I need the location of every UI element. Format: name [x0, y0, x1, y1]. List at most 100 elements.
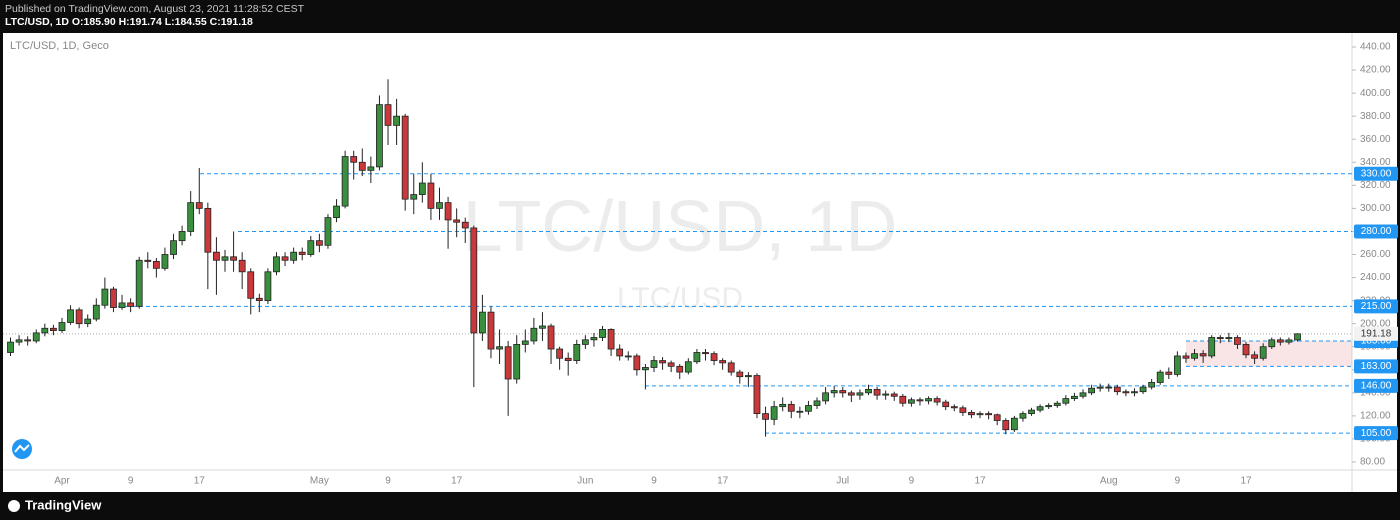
candle-body — [521, 340, 529, 345]
x-tick-label: 17 — [194, 476, 206, 487]
hline-label-box — [1354, 359, 1398, 374]
hline-label: 185.00 — [1361, 336, 1392, 347]
logo-wave — [14, 444, 30, 453]
candle-body — [719, 360, 727, 364]
candle-body — [230, 256, 237, 261]
hline-label: 215.00 — [1361, 301, 1392, 312]
legend: LTC/USD, 1D, Geco — [10, 40, 109, 52]
y-tick-label: 380.00 — [1360, 111, 1391, 122]
candle-body — [1071, 395, 1078, 399]
candle-body — [1028, 409, 1035, 414]
candle-body — [281, 256, 289, 261]
candle-body — [642, 367, 649, 371]
candle-body — [41, 327, 49, 334]
y-tick-label: 440.00 — [1360, 42, 1391, 53]
candle-body — [847, 392, 855, 396]
candle-body — [135, 259, 143, 307]
candle-body — [624, 355, 632, 358]
candle-body — [273, 256, 280, 273]
candle-body — [865, 388, 872, 394]
y-tick-label: 200.00 — [1360, 318, 1391, 329]
candle-body — [950, 406, 958, 409]
candle-body — [144, 259, 152, 262]
candle-body — [1242, 344, 1250, 356]
candle-body — [1208, 337, 1216, 357]
candle-body — [187, 202, 195, 232]
candle-body — [547, 325, 555, 350]
y-tick-label: 140.00 — [1360, 387, 1391, 398]
candle-body — [427, 182, 435, 209]
candle-body — [1113, 386, 1121, 393]
x-tick-label: 17 — [974, 476, 986, 487]
candle-body — [1122, 391, 1130, 394]
candle-body — [50, 327, 57, 331]
x-tick-label: 17 — [717, 476, 729, 487]
header-bar — [0, 0, 1400, 33]
candle-body — [1019, 413, 1027, 419]
y-tick-label: 300.00 — [1360, 203, 1391, 214]
hline-label: 280.00 — [1361, 226, 1392, 237]
candle-body — [1294, 333, 1301, 341]
candle-body — [762, 413, 769, 420]
candle-body — [676, 365, 684, 373]
candle-body — [213, 251, 220, 261]
hline-label-box — [1354, 378, 1398, 393]
candle-body — [67, 309, 74, 323]
candle-body — [264, 271, 272, 302]
hline-label-box — [1354, 224, 1398, 239]
candle-body — [170, 240, 177, 255]
watermark: LTC/USD, 1D — [463, 187, 898, 267]
hline-label: 146.00 — [1361, 381, 1392, 392]
candle-body — [556, 348, 564, 359]
candle-body — [599, 329, 606, 338]
candle-body — [350, 156, 358, 163]
x-tick-label: May — [310, 476, 329, 487]
candle-body — [110, 288, 117, 308]
candle-body — [161, 254, 169, 269]
candle-body — [92, 304, 100, 320]
candle-body — [1182, 355, 1190, 359]
candle-body — [487, 311, 495, 350]
x-tick-label: Aug — [1100, 476, 1118, 487]
candle-body — [753, 375, 761, 414]
candle-body — [367, 166, 375, 171]
candle-body — [75, 309, 83, 325]
x-tick-label: 9 — [128, 476, 134, 487]
candle-body — [204, 207, 212, 253]
candle-body — [1148, 382, 1156, 388]
y-tick-label: 260.00 — [1360, 249, 1391, 260]
candle-body — [410, 194, 418, 200]
candle-body — [908, 399, 915, 404]
price-label: 191.18 — [1361, 328, 1392, 339]
hline-label: 105.00 — [1361, 428, 1392, 439]
candle-body — [1002, 420, 1010, 431]
footer-bar — [0, 492, 1400, 520]
candle-body — [925, 398, 932, 402]
candle-body — [839, 390, 847, 394]
candle-body — [959, 407, 967, 413]
candle-body — [496, 346, 503, 350]
x-tick-label: 9 — [909, 476, 915, 487]
x-tick-label: Jun — [577, 476, 593, 487]
watermark-sub: LTC/USD — [617, 282, 743, 315]
plot: 80.00100.00120.00140.00160.00180.00200.0… — [3, 42, 1398, 487]
brand: TradingView — [25, 497, 102, 512]
candle-body — [607, 329, 615, 350]
candle-body — [1053, 402, 1061, 406]
candle-body — [1251, 354, 1258, 359]
candle-body — [1010, 417, 1018, 431]
candle-body — [358, 161, 366, 171]
candle-body — [307, 240, 315, 255]
candle-body — [968, 412, 975, 416]
candle-body — [247, 271, 255, 299]
y-tick-label: 420.00 — [1360, 65, 1391, 76]
candle-body — [436, 202, 443, 209]
candle-body — [393, 115, 401, 126]
candle-body — [1259, 346, 1267, 359]
candle-body — [659, 360, 666, 364]
candle-body — [384, 104, 392, 126]
candle-body — [401, 115, 409, 200]
candle-body — [1156, 371, 1164, 383]
candle-body — [770, 406, 778, 420]
hline-label-box — [1354, 426, 1398, 441]
